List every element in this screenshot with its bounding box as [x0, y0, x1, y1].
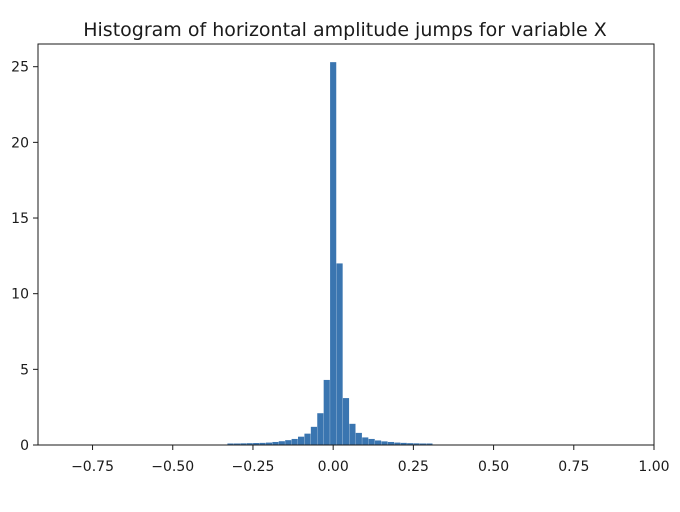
histogram-bar: [394, 442, 401, 445]
x-tick-label: 0.25: [398, 459, 429, 475]
x-tick-label: −0.25: [232, 459, 275, 475]
x-tick-label: 0.50: [478, 459, 509, 475]
x-tick-label: 1.00: [638, 459, 669, 475]
plot-frame: [37, 43, 655, 446]
x-axis: −0.75 −0.50 −0.25 0.00 0.25 0.50 0.75 1.00: [71, 445, 670, 475]
histogram-bar: [407, 443, 414, 445]
histogram-bar: [368, 438, 375, 445]
histogram-bar: [259, 442, 266, 445]
histogram-bar: [285, 440, 292, 445]
histogram-bar: [413, 443, 420, 445]
y-tick-label: 10: [11, 287, 29, 303]
histogram-bar: [298, 436, 305, 445]
histogram-bar: [240, 443, 247, 445]
chart-title: Histogram of horizontal amplitude jumps …: [83, 19, 607, 41]
histogram-bar: [330, 62, 337, 445]
histogram-bar: [291, 438, 298, 445]
histogram-bar: [265, 442, 273, 445]
histogram-bar: [304, 433, 311, 445]
histogram-bar: [400, 442, 407, 445]
x-tick-label: 0.00: [318, 459, 349, 475]
histogram-bar: [227, 443, 234, 445]
y-tick-label: 20: [11, 135, 29, 151]
histogram-bar: [426, 443, 433, 445]
histogram-bar: [375, 440, 382, 445]
histogram-bars: [227, 62, 433, 445]
histogram-bar: [310, 426, 317, 445]
histogram-bar: [336, 263, 343, 445]
y-tick-label: 15: [11, 211, 29, 227]
histogram-bar: [233, 443, 240, 445]
histogram-bar: [272, 441, 279, 445]
histogram-bar: [253, 443, 260, 445]
histogram-bar: [323, 379, 330, 445]
histogram-bar: [317, 413, 324, 445]
histogram-bar: [387, 441, 394, 445]
x-tick-label: −0.75: [71, 459, 114, 475]
y-tick-label: 0: [20, 438, 29, 454]
histogram-bar: [349, 423, 356, 445]
histogram-bar: [381, 441, 388, 445]
histogram-bar: [362, 437, 369, 445]
histogram-bar: [419, 443, 427, 445]
x-tick-label: 0.75: [558, 459, 589, 475]
y-tick-label: 5: [20, 362, 29, 378]
x-tick-label: −0.50: [151, 459, 194, 475]
y-tick-label: 25: [11, 60, 29, 76]
histogram-bar: [278, 441, 285, 445]
histogram-bar: [246, 443, 253, 445]
histogram-bar: [355, 432, 362, 445]
histogram-bar: [342, 398, 350, 445]
y-axis: 0 5 10 15 20 25: [11, 60, 38, 454]
